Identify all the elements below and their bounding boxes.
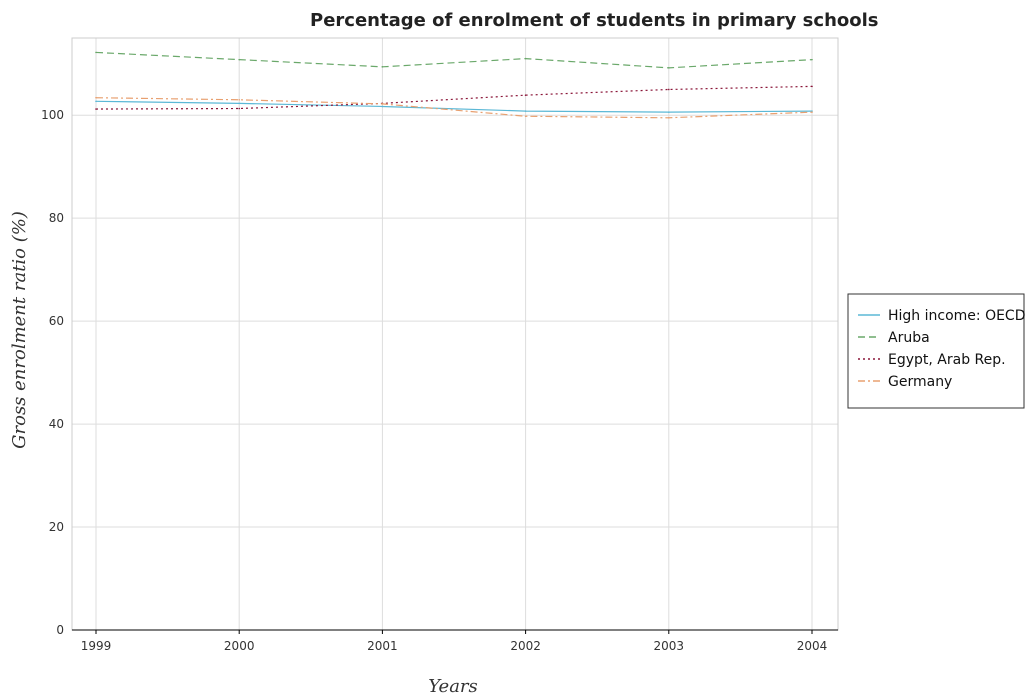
x-tick-label: 2002: [510, 639, 541, 653]
legend-label: Germany: [888, 374, 952, 390]
legend-box: [847, 293, 1025, 409]
data-point: [811, 58, 813, 61]
data-point: [524, 94, 527, 96]
data-point: [668, 116, 670, 119]
x-tick-label: 1999: [81, 639, 112, 653]
tick-labels: 0 20 40 60 80 100 1999 2000 2001 2002 2003 2004: [41, 108, 827, 653]
x-tick-label: 2004: [797, 639, 828, 653]
data-point: [238, 98, 240, 101]
series-line-0: [95, 100, 813, 113]
y-tick-label: 0: [56, 623, 64, 637]
series-lines: [95, 51, 813, 119]
data-point: [668, 111, 670, 113]
data-point: [668, 67, 670, 69]
data-point: [238, 107, 240, 110]
data-point: [95, 96, 97, 99]
y-tick-label: 60: [49, 314, 64, 328]
y-tick-label: 80: [49, 211, 64, 225]
plot-frame: [71, 37, 839, 631]
x-tick-label: 2003: [654, 639, 685, 653]
series-line-2: [95, 85, 813, 110]
data-point: [381, 105, 384, 108]
data-point: [381, 66, 384, 68]
data-point: [95, 108, 97, 110]
data-point: [668, 88, 670, 91]
y-axis-label: Gross enrolment ratio (%): [9, 211, 30, 449]
legend-label: High income: OECD: [888, 308, 1026, 324]
legend: High income: OECD Aruba Egypt, Arab Rep. Ge…: [847, 293, 1026, 409]
data-point: [811, 111, 813, 113]
axes: [71, 37, 839, 634]
data-point: [524, 57, 527, 60]
data-point: [811, 85, 813, 88]
data-point: [524, 110, 527, 112]
y-tick-label: 20: [49, 520, 64, 534]
data-point: [95, 51, 97, 54]
grid: [72, 38, 838, 631]
data-point: [381, 103, 384, 105]
x-tick-label: 2000: [224, 639, 255, 653]
x-axis-label: Years: [428, 676, 478, 697]
chart-title: Percentage of enrolment of students in p…: [310, 10, 879, 31]
x-tick-label: 2001: [367, 639, 398, 653]
data-point: [238, 58, 240, 61]
legend-label: Aruba: [888, 330, 930, 346]
legend-label: Egypt, Arab Rep.: [888, 352, 1006, 368]
data-point: [95, 100, 97, 103]
data-point: [524, 115, 527, 118]
data-point: [238, 102, 240, 105]
y-tick-label: 40: [49, 417, 64, 431]
y-tick-label: 100: [41, 108, 64, 122]
series-line-1: [95, 51, 813, 69]
